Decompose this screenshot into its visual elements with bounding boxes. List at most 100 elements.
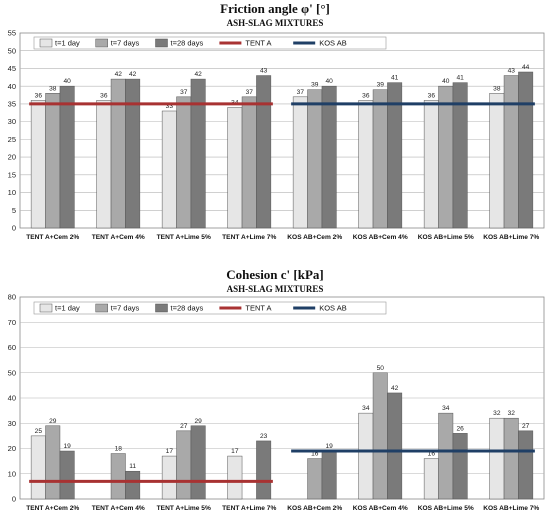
bar-t-7-days-kos-ab-cem-4	[372, 372, 388, 500]
data-label-t-1-day-tent-a-lime-7: 17	[231, 448, 239, 455]
legend-label-t-28-days: t=28 days	[171, 304, 204, 313]
bar-t-28-days-tent-a-lime-5	[190, 78, 206, 229]
bar-t-28-days-tent-a-cem-4	[125, 78, 141, 229]
data-label-t-28-days-tent-a-cem-2: 19	[63, 443, 71, 450]
bar-t-7-days-tent-a-cem-4	[110, 78, 126, 229]
data-label-t-7-days-tent-a-lime-5: 37	[180, 89, 188, 96]
legend-swatch-t-28-days	[155, 303, 168, 313]
legend-swatch-t-28-days	[155, 38, 168, 48]
legend-label-t-1-day: t=1 day	[55, 39, 80, 48]
data-label-t-28-days-tent-a-cem-4: 11	[129, 463, 136, 470]
category-label: TENT A+Cem 4%	[92, 505, 145, 512]
legend-swatch-t-1-day	[39, 303, 53, 313]
data-label-t-28-days-kos-ab-lime-5: 41	[456, 75, 464, 82]
bar-t-1-day-tent-a-lime-5	[161, 110, 177, 229]
bar-t-1-day-tent-a-lime-5	[161, 455, 177, 500]
bar-t-1-day-kos-ab-lime-5	[423, 458, 439, 500]
bar-t-7-days-tent-a-cem-4	[110, 453, 126, 500]
bar-t-1-day-kos-ab-cem-4	[358, 412, 374, 500]
data-label-t-1-day-tent-a-cem-2: 36	[35, 92, 43, 99]
y-tick-label: 40	[8, 82, 16, 91]
bar-t-7-days-kos-ab-lime-5	[438, 412, 454, 500]
data-label-t-28-days-tent-a-cem-2: 40	[63, 78, 71, 85]
data-label-t-7-days-tent-a-cem-4: 18	[115, 446, 123, 453]
data-label-t-1-day-tent-a-cem-4: 36	[100, 92, 108, 99]
cohesion-svg: Cohesion c' [kPa] ASH-SLAG MIXTURES 0 10 20 3…	[8, 267, 545, 512]
data-label-t-1-day-kos-ab-cem-4: 34	[362, 405, 370, 412]
category-label: KOS AB+Lime 7%	[483, 234, 539, 241]
data-label-t-7-days-kos-ab-lime-5: 34	[442, 405, 450, 412]
bar-t-1-day-kos-ab-lime-7	[489, 93, 505, 229]
data-label-t-7-days-kos-ab-lime-5: 40	[442, 78, 450, 85]
bar-t-28-days-tent-a-cem-2	[59, 450, 75, 500]
category-label: TENT A+Lime 5%	[157, 505, 211, 512]
legend	[33, 301, 387, 315]
data-label-t-28-days-tent-a-lime-5: 29	[194, 418, 202, 425]
y-tick-label: 15	[8, 170, 16, 179]
bar-t-1-day-kos-ab-lime-5	[423, 100, 439, 229]
y-tick-label: 20	[8, 444, 16, 453]
bar-t-7-days-tent-a-cem-2	[45, 93, 61, 229]
y-tick-label: 35	[8, 100, 16, 109]
bar-t-7-days-kos-ab-cem-2	[307, 89, 323, 229]
chart-title: Cohesion c' [kPa]	[226, 267, 324, 282]
y-tick-label: 55	[8, 29, 16, 38]
bar-t-28-days-kos-ab-lime-5	[452, 82, 468, 229]
y-tick-label: 50	[8, 368, 16, 377]
category-label: TENT A+Cem 4%	[92, 234, 145, 241]
bar-t-28-days-tent-a-cem-4	[125, 470, 141, 500]
y-tick-label: 60	[8, 343, 16, 352]
data-label-t-1-day-tent-a-lime-5: 33	[166, 103, 174, 110]
bar-t-7-days-tent-a-lime-5	[176, 96, 192, 229]
bar-t-1-day-tent-a-lime-7	[227, 455, 243, 500]
bar-t-7-days-kos-ab-lime-7	[503, 417, 519, 500]
data-label-t-1-day-kos-ab-lime-7: 38	[493, 85, 501, 92]
bar-t-28-days-kos-ab-lime-7	[518, 71, 534, 229]
chart-subtitle: ASH-SLAG MIXTURES	[227, 18, 324, 28]
bar-t-7-days-kos-ab-cem-2	[307, 458, 323, 500]
bar-t-1-day-kos-ab-cem-2	[292, 96, 308, 229]
bar-t-28-days-kos-ab-lime-7	[518, 430, 534, 500]
legend-label-tent-a: TENT A	[245, 39, 271, 48]
bar-t-7-days-tent-a-lime-7	[241, 96, 257, 229]
data-label-t-28-days-tent-a-lime-7: 23	[260, 433, 268, 440]
bar-t-28-days-kos-ab-cem-2	[321, 450, 337, 500]
data-label-t-7-days-kos-ab-cem-4: 39	[377, 82, 385, 89]
y-tick-label: 70	[8, 318, 16, 327]
data-label-t-28-days-tent-a-cem-4: 42	[129, 71, 137, 78]
y-tick-label: 30	[8, 117, 16, 126]
friction-angle-chart: Friction angle φ' [°] ASH-SLAG MIXTURES 0 5…	[0, 0, 550, 250]
data-label-t-7-days-tent-a-lime-5: 27	[180, 423, 188, 430]
bar-t-28-days-tent-a-lime-5	[190, 425, 206, 500]
category-label: TENT A+Lime 5%	[157, 234, 211, 241]
bar-t-28-days-kos-ab-cem-4	[387, 392, 403, 500]
legend-label-t-7-days: t=7 days	[111, 304, 140, 313]
bar-t-28-days-kos-ab-cem-2	[321, 85, 337, 229]
data-label-t-7-days-kos-ab-cem-2: 39	[311, 82, 319, 89]
data-label-t-1-day-kos-ab-lime-5: 16	[428, 451, 436, 458]
y-tick-label: 40	[8, 394, 16, 403]
data-label-t-28-days-kos-ab-cem-4: 42	[391, 385, 399, 392]
data-label-t-28-days-kos-ab-cem-2: 40	[325, 78, 333, 85]
data-label-t-1-day-kos-ab-lime-5: 36	[428, 92, 436, 99]
bar-t-28-days-tent-a-cem-2	[59, 85, 75, 229]
data-label-t-28-days-kos-ab-cem-2: 19	[325, 443, 333, 450]
cohesion-chart: Cohesion c' [kPa] ASH-SLAG MIXTURES 0 10 20 3…	[0, 262, 550, 513]
category-label: KOS AB+Cem 4%	[353, 505, 408, 512]
data-label-t-7-days-kos-ab-lime-7: 32	[508, 410, 516, 417]
bar-t-7-days-tent-a-cem-2	[45, 425, 61, 500]
y-tick-label: 0	[12, 224, 16, 233]
bar-t-1-day-kos-ab-lime-7	[489, 417, 505, 500]
legend-label-t-7-days: t=7 days	[111, 39, 140, 48]
category-label: KOS AB+Lime 5%	[418, 234, 474, 241]
bar-t-1-day-kos-ab-cem-4	[358, 100, 374, 229]
y-tick-label: 80	[8, 293, 16, 302]
data-label-t-7-days-tent-a-cem-2: 38	[49, 85, 57, 92]
data-label-t-28-days-tent-a-lime-7: 43	[260, 68, 268, 75]
y-tick-label: 0	[12, 495, 16, 504]
y-tick-label: 5	[12, 206, 16, 215]
category-label: TENT A+Cem 2%	[26, 505, 79, 512]
data-label-t-7-days-kos-ab-cem-2: 16	[311, 451, 319, 458]
chart-title: Friction angle φ' [°]	[220, 1, 330, 16]
data-label-t-7-days-tent-a-cem-4: 42	[115, 71, 123, 78]
